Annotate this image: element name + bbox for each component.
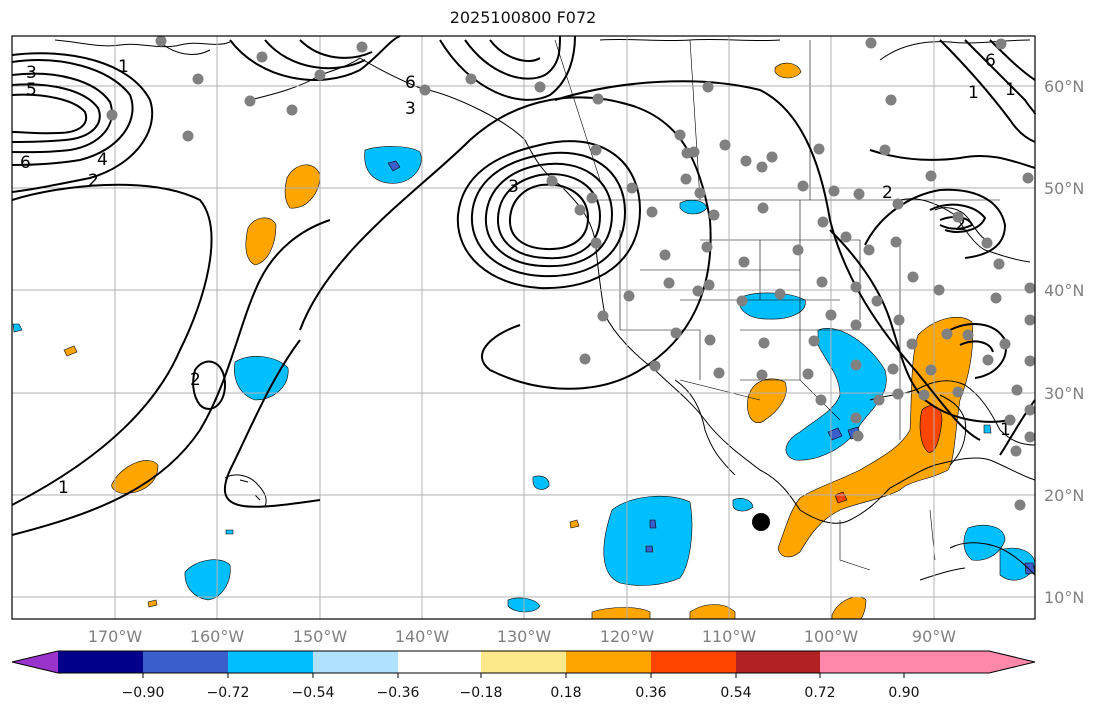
contour-label: 3	[508, 177, 519, 197]
lat-label: 40°N	[1044, 281, 1084, 300]
contour-label: 2	[955, 215, 966, 235]
colorbar-tick: −0.54	[292, 685, 335, 701]
lat-label: 60°N	[1044, 77, 1084, 96]
contour-label: 6	[985, 51, 996, 71]
longitude-axis: 170°W 160°W 150°W 140°W 130°W 120°W 110°…	[88, 627, 956, 646]
colorbar-segment	[58, 651, 143, 673]
lon-label: 100°W	[804, 627, 859, 646]
colorbar-tick: 0.54	[720, 685, 751, 701]
contour-label: 2	[882, 183, 893, 203]
colorbar-segment	[398, 651, 481, 673]
lon-label: 170°W	[88, 627, 143, 646]
map-panel: 3 5 6 4 2 1 3 6 2 1 2 1 1 6 1 2 3	[11, 35, 1036, 620]
colorbar-segment	[736, 651, 820, 673]
contour-label-group: 3 5 6 4 2 1 3 6 2 1 2 1 1 6 1 2 3	[20, 51, 1016, 498]
colorbar-extend-min	[12, 651, 58, 673]
lon-label: 110°W	[702, 627, 757, 646]
contour-label: 1	[1000, 420, 1011, 440]
location-marker	[752, 513, 770, 531]
colorbar-tick: 0.90	[888, 685, 919, 701]
map-border	[11, 35, 1036, 620]
lon-label: 90°W	[912, 627, 956, 646]
colorbar-tick: −0.72	[207, 685, 250, 701]
lon-label: 140°W	[395, 627, 450, 646]
colorbar-tick: −0.90	[122, 685, 165, 701]
colorbar-tick: 0.18	[550, 685, 581, 701]
contour-label: 3	[405, 99, 416, 119]
contour-label: 1	[1005, 80, 1016, 100]
colorbar-segment	[820, 651, 904, 673]
lat-label: 30°N	[1044, 384, 1084, 403]
contour-label: 4	[97, 150, 108, 170]
contour-label: 1	[118, 57, 129, 77]
lat-label: 50°N	[1044, 179, 1084, 198]
latitude-axis: 60°N 50°N 40°N 30°N 20°N 10°N	[1044, 77, 1084, 607]
colorbar: −0.90 −0.72 −0.54 −0.36 −0.18 0.18 0.36 …	[11, 650, 1036, 701]
colorbar-segment	[228, 651, 313, 673]
map-title: 2025100800 F072	[449, 8, 597, 27]
lon-label: 150°W	[293, 627, 348, 646]
contour-label: 1	[968, 83, 979, 103]
lat-label: 20°N	[1044, 486, 1084, 505]
lat-label: 10°N	[1044, 588, 1084, 607]
political-boundaries	[554, 39, 1000, 571]
colorbar-segment	[566, 651, 651, 673]
lon-label: 120°W	[600, 627, 655, 646]
negative-anomaly-shading	[12, 146, 1036, 613]
lon-label: 160°W	[190, 627, 245, 646]
colorbar-tick: −0.36	[377, 685, 420, 701]
positive-anomaly-shading	[63, 62, 973, 620]
colorbar-tick: −0.18	[460, 685, 503, 701]
colorbar-segment	[651, 651, 736, 673]
colorbar-extend-max	[904, 651, 1035, 673]
colorbar-segment	[481, 651, 566, 673]
colorbar-tick: 0.72	[804, 685, 835, 701]
contour-label: 2	[88, 171, 99, 191]
contour-label: 2	[190, 370, 201, 390]
colorbar-segment	[313, 651, 398, 673]
colorbar-segment	[143, 651, 228, 673]
contour-label: 6	[405, 73, 416, 93]
contour-label: 5	[26, 80, 37, 100]
contour-lines	[11, 35, 1036, 536]
lon-label: 130°W	[497, 627, 552, 646]
contour-label: 6	[20, 153, 31, 173]
contour-label: 3	[26, 63, 37, 83]
graticule	[12, 36, 1035, 619]
colorbar-tick: 0.36	[635, 685, 666, 701]
contour-label: 1	[58, 478, 69, 498]
station-markers	[106, 35, 1036, 511]
